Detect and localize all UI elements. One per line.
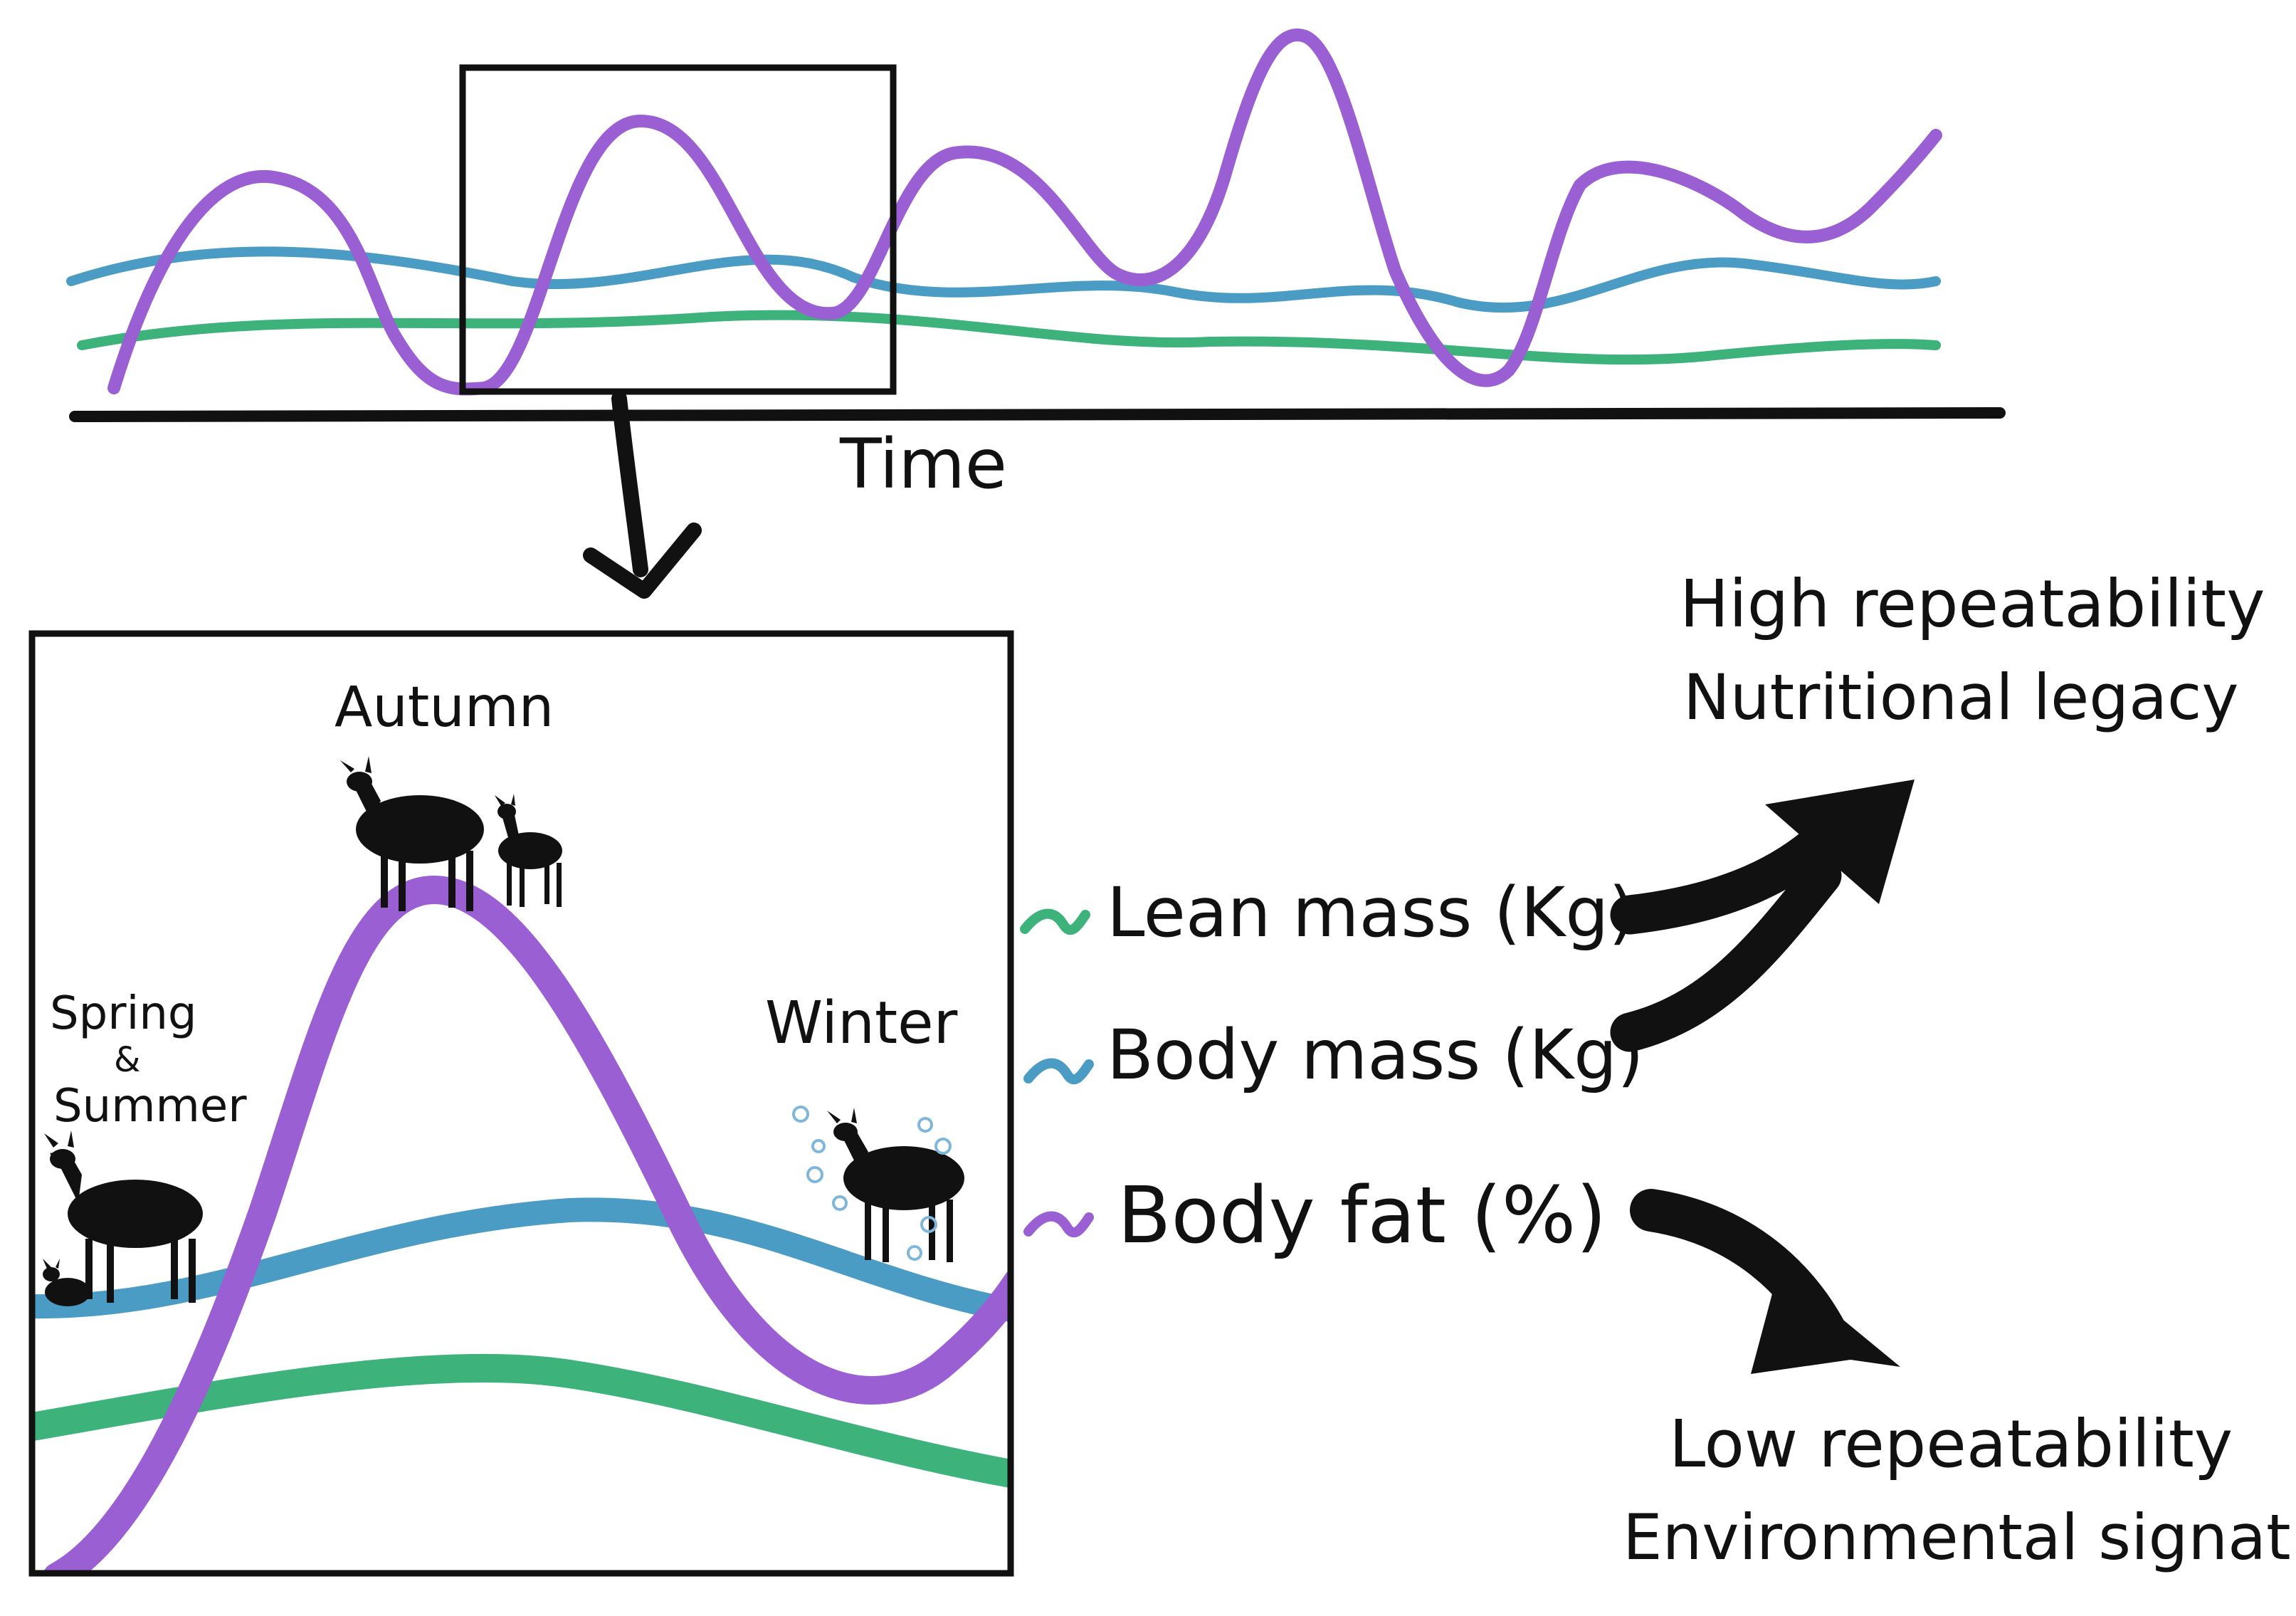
deer-silhouette-icon (340, 756, 484, 911)
legend-label-body-mass: Body mass (Kg) (1107, 1015, 1644, 1095)
arrow-up-right-icon (1610, 780, 1915, 1052)
legend-label-lean-mass: Lean mass (Kg) (1107, 873, 1636, 953)
deer-silhouette-icon (827, 1108, 964, 1262)
top-timeline-panel: Time (66, 28, 2006, 504)
outcome-high: High repeatability Nutritional legacy (1680, 566, 2265, 734)
outcome-low: Low repeatability Environmental signatur… (1623, 1406, 2296, 1574)
legend-label-body-fat: Body fat (%) (1117, 1170, 1606, 1261)
arrow-down-right-icon (1630, 1189, 1900, 1374)
arrow-down-icon (583, 391, 702, 599)
body-mass-line-top (66, 246, 1941, 313)
outcome-high-line2: Nutritional legacy (1683, 661, 2238, 734)
zoomed-panel-frame (28, 630, 1014, 1577)
fawn-silhouette-icon (43, 1259, 90, 1306)
legend: Lean mass (Kg) Body mass (Kg) Body fat (… (1020, 873, 1644, 1261)
deer-silhouette-icon (44, 1130, 203, 1303)
legend-swatch-lean-mass (1020, 908, 1090, 935)
snowflake-icon (792, 1106, 952, 1261)
body-fat-line-top (107, 28, 1942, 396)
season-label-summer: Summer (53, 1080, 247, 1133)
legend-swatch-body-mass (1023, 1058, 1094, 1085)
body-fat-line-zoom (43, 875, 1011, 1573)
season-label-autumn: Autumn (335, 676, 554, 740)
time-axis (69, 407, 2006, 422)
legend-swatch-body-fat (1023, 1211, 1094, 1238)
zoom-selection-box (459, 64, 897, 395)
season-label-ampersand: & (114, 1040, 140, 1080)
outcome-low-line2: Environmental signature (1623, 1501, 2296, 1574)
outcome-high-line1: High repeatability (1680, 566, 2265, 642)
season-label-winter: Winter (765, 990, 958, 1057)
zoomed-season-panel: Spring & Summer Autumn Winter (28, 630, 1014, 1577)
fawn-silhouette-icon (495, 794, 562, 907)
time-axis-label: Time (839, 424, 1007, 504)
season-label-spring: Spring (50, 987, 197, 1040)
lean-mass-line-zoom (32, 1353, 1011, 1488)
lean-mass-line-top (77, 310, 1941, 365)
outcome-low-line1: Low repeatability (1669, 1406, 2233, 1482)
